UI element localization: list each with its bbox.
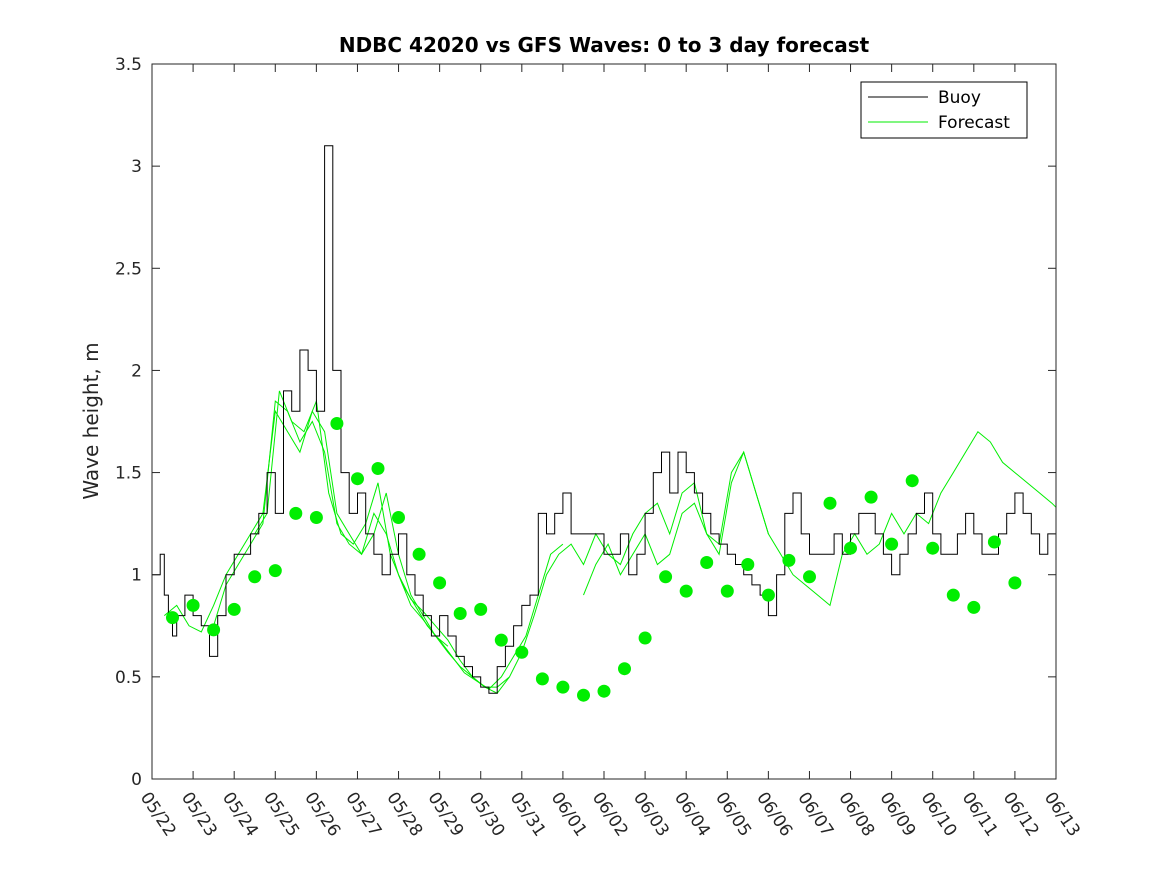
y-tick-label: 0.5: [115, 668, 142, 688]
forecast-marker: [597, 684, 611, 698]
y-tick-label: 3: [131, 157, 142, 177]
x-tick-label: 06/03: [629, 789, 673, 841]
forecast-marker: [761, 588, 775, 602]
forecast-marker: [679, 584, 693, 598]
forecast-marker: [741, 558, 755, 571]
x-tick-label: 05/28: [382, 789, 426, 841]
forecast-marker: [844, 541, 857, 555]
y-tick-label: 1: [131, 566, 142, 586]
x-tick-label: 05/23: [177, 789, 221, 841]
x-tick-label: 05/22: [136, 789, 180, 841]
x-tick-label: 06/02: [588, 789, 632, 841]
y-tick-label: 0: [131, 770, 142, 790]
forecast-marker: [905, 474, 919, 488]
legend-box: [860, 81, 1028, 139]
forecast-marker: [864, 490, 878, 504]
forecast-marker: [946, 588, 960, 602]
x-tick-label: 06/07: [793, 789, 837, 841]
forecast-marker: [453, 607, 467, 620]
chart-title: NDBC 42020 vs GFS Waves: 0 to 3 day fore…: [339, 33, 870, 57]
forecast-marker: [474, 602, 488, 616]
x-tick-label: 06/06: [752, 789, 796, 841]
y-tick-label: 1.5: [115, 464, 142, 484]
legend: Buoy Forecast: [860, 81, 1028, 139]
forecast-marker: [618, 662, 631, 676]
forecast-marker: [885, 537, 899, 551]
forecast-marker: [351, 472, 364, 486]
forecast-line-0: [163, 409, 449, 647]
forecast-marker: [803, 570, 816, 584]
forecast-marker: [166, 611, 179, 625]
forecast-marker: [309, 511, 323, 524]
y-tick-label: 2.5: [115, 259, 142, 279]
legend-forecast-label: Forecast: [938, 113, 1010, 133]
buoy-line: [152, 145, 1056, 694]
forecast-marker: [371, 462, 385, 475]
axes: 00.511.522.533.505/2205/2305/2405/2505/2…: [115, 55, 1084, 840]
forecast-marker: [700, 556, 714, 569]
forecast-marker: [392, 511, 405, 524]
x-tick-label: 05/24: [218, 789, 262, 841]
x-tick-label: 05/29: [423, 789, 467, 841]
forecast-marker: [1008, 576, 1022, 590]
forecast-marker: [494, 633, 508, 647]
x-tick-label: 06/01: [547, 789, 591, 841]
forecast-line-1: [213, 400, 510, 688]
axes-box: [151, 63, 1057, 780]
x-tick-label: 05/30: [465, 789, 509, 841]
forecast-marker: [186, 598, 200, 612]
forecast-marker: [433, 576, 447, 590]
forecast-marker: [823, 496, 837, 510]
forecast-marker: [207, 623, 221, 637]
forecast-marker: [515, 645, 529, 659]
plot-area: [152, 145, 1056, 702]
legend-buoy-label: Buoy: [938, 88, 981, 108]
forecast-marker: [638, 631, 652, 645]
forecast-marker: [782, 553, 796, 567]
forecast-line-4: [583, 430, 1056, 607]
forecast-marker: [268, 564, 282, 578]
x-tick-label: 05/27: [341, 789, 385, 841]
x-tick-label: 06/05: [711, 789, 755, 841]
forecast-marker: [556, 680, 570, 694]
y-tick-label: 2: [131, 361, 142, 381]
x-tick-label: 06/08: [834, 789, 878, 841]
forecast-marker: [412, 547, 426, 561]
x-tick-label: 05/26: [300, 789, 344, 841]
forecast-marker: [967, 600, 981, 614]
x-tick-label: 05/31: [506, 789, 550, 841]
x-tick-label: 06/10: [917, 789, 961, 841]
x-tick-label: 06/09: [875, 789, 919, 841]
x-tick-label: 06/04: [670, 789, 714, 841]
y-tick-label: 3.5: [115, 55, 142, 75]
forecast-marker: [227, 602, 241, 616]
x-tick-label: 05/25: [259, 789, 303, 841]
forecast-marker: [577, 688, 590, 702]
x-tick-label: 06/13: [1040, 789, 1084, 841]
forecast-marker: [926, 541, 940, 555]
x-tick-label: 06/12: [999, 789, 1043, 841]
x-tick-label: 06/11: [958, 789, 1002, 841]
forecast-marker: [248, 570, 262, 584]
forecast-marker: [720, 584, 734, 598]
forecast-marker: [289, 506, 303, 520]
forecast-marker: [987, 535, 1001, 549]
y-axis-label: Wave height, m: [79, 342, 103, 499]
forecast-marker: [659, 570, 673, 584]
forecast-marker: [535, 672, 549, 686]
forecast-line-2: [254, 390, 564, 690]
forecast-marker: [330, 417, 344, 430]
forecast-line-3: [398, 450, 769, 694]
